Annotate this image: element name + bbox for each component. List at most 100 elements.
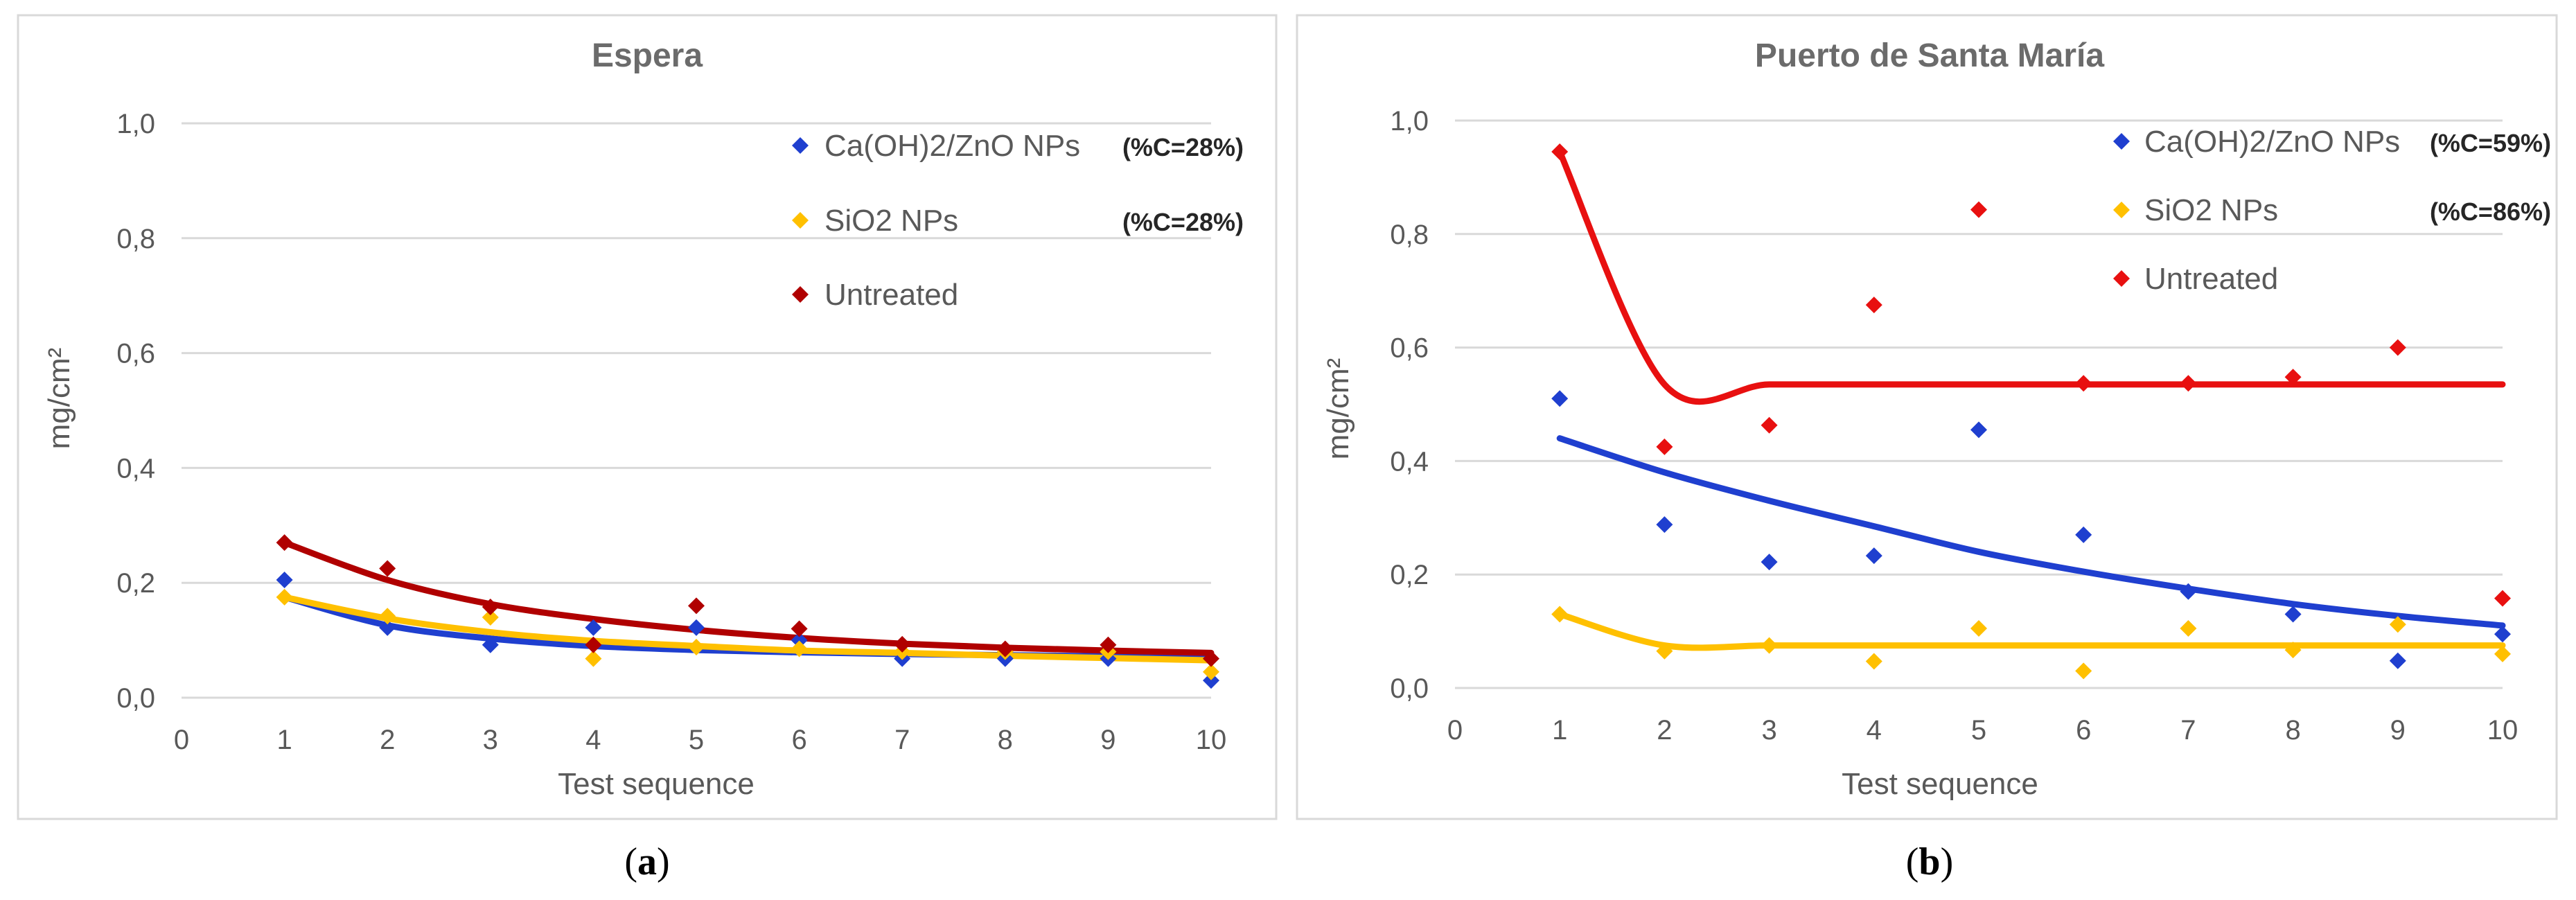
data-point <box>1551 606 1569 623</box>
x-tick-label: 6 <box>791 725 806 755</box>
data-point <box>585 636 602 653</box>
legend-marker <box>2113 202 2130 218</box>
data-point <box>1865 547 1882 565</box>
chart-b-panel-label: (b) <box>1906 840 1953 883</box>
data-point <box>2494 626 2511 643</box>
data-point <box>1551 143 1569 161</box>
data-point <box>2284 369 2302 386</box>
data-point <box>2389 652 2406 669</box>
x-tick-label: 2 <box>380 725 395 755</box>
chart-b-tick-labels: 0,0 0,2 0,4 0,6 0,8 1,0 0 1 2 3 4 5 6 7 8 9 10 <box>1390 106 2518 745</box>
x-tick-label: 1 <box>1552 715 1567 745</box>
data-point <box>1100 636 1117 653</box>
legend-marker <box>792 286 809 303</box>
legend-note: (%C=86%) <box>2430 197 2551 226</box>
data-point <box>379 619 396 636</box>
data-point <box>2180 620 2197 637</box>
x-tick-label: 7 <box>894 725 910 755</box>
data-point <box>2180 583 2197 600</box>
x-tick-label: 8 <box>998 725 1013 755</box>
data-point <box>2389 339 2406 356</box>
y-tick-label: 0,4 <box>1390 446 1429 477</box>
chart-a-tick-labels: 0,0 0,2 0,4 0,6 0,8 1,0 0 1 2 3 4 5 6 7 8 9 10 <box>116 109 1226 755</box>
data-point <box>585 619 602 636</box>
data-point <box>2284 642 2302 659</box>
data-point <box>1551 390 1569 407</box>
data-point <box>1656 642 1673 660</box>
data-point <box>688 619 705 636</box>
data-point <box>688 639 705 656</box>
y-tick-label: 0,0 <box>116 683 155 714</box>
y-tick-label: 0,6 <box>1390 333 1429 364</box>
y-tick-label: 0,2 <box>1390 560 1429 590</box>
chart-b-trendlines <box>1556 148 2506 651</box>
chart-a-title: Espera <box>592 37 703 74</box>
chart-b-title: Puerto de Santa María <box>1755 37 2104 74</box>
y-tick-label: 0,6 <box>116 339 155 369</box>
data-point <box>2389 616 2406 633</box>
chart-a-frame <box>17 14 1278 820</box>
chart-b-points <box>1551 143 2511 680</box>
legend-label: SiO2 NPs <box>2144 193 2278 227</box>
legend-label: SiO2 NPs <box>824 204 958 238</box>
chart-a-xlabel: Test sequence <box>558 767 755 801</box>
chart-b-frame <box>1296 14 2558 820</box>
trendline <box>1556 148 2506 405</box>
data-point <box>791 640 808 658</box>
y-tick-label: 1,0 <box>1390 106 1429 136</box>
data-point <box>585 650 602 667</box>
x-tick-label: 5 <box>1971 715 1986 745</box>
data-point <box>276 572 293 589</box>
data-point <box>482 599 499 616</box>
data-point <box>2284 606 2302 623</box>
data-point <box>379 608 396 625</box>
y-tick-label: 0,4 <box>116 453 155 484</box>
x-tick-label: 6 <box>2076 715 2091 745</box>
data-point <box>2075 662 2092 680</box>
data-point <box>894 635 911 653</box>
x-tick-label: 8 <box>2285 715 2300 745</box>
legend-marker <box>792 212 809 229</box>
x-tick-label: 10 <box>1196 725 1227 755</box>
x-tick-label: 4 <box>1867 715 1882 745</box>
legend-note: (%C=28%) <box>1122 133 1244 161</box>
legend-label: Ca(OH)2/ZnO NPs <box>2144 125 2400 159</box>
data-point <box>688 597 705 615</box>
chart-a-panel-label: (a) <box>624 840 669 883</box>
x-tick-label: 0 <box>1447 715 1463 745</box>
data-point <box>1970 201 1987 218</box>
chart-a-grid <box>182 122 1211 699</box>
data-point <box>1865 653 1882 670</box>
chart-a-ylabel: mg/cm² <box>42 348 76 450</box>
data-point <box>276 588 293 606</box>
data-point <box>791 620 808 637</box>
data-point <box>2494 590 2511 607</box>
chart-a-points <box>276 534 1219 689</box>
legend-marker <box>2113 270 2130 287</box>
x-tick-label: 9 <box>2390 715 2406 745</box>
legend-label: Untreated <box>2144 262 2278 296</box>
chart-b-ylabel: mg/cm² <box>1321 358 1355 460</box>
data-point <box>1203 672 1219 689</box>
data-point <box>2494 645 2511 662</box>
data-point <box>2180 375 2197 392</box>
data-point <box>1970 421 1987 439</box>
data-point <box>1203 663 1219 680</box>
trendline <box>1556 435 2506 629</box>
x-tick-label: 2 <box>1657 715 1672 745</box>
data-point <box>791 632 808 649</box>
data-point <box>1761 637 1778 654</box>
chart-b-legend: Ca(OH)2/ZnO NPs (%C=59%) SiO2 NPs (%C=86%) U… <box>2113 125 2551 296</box>
legend-note: (%C=28%) <box>1122 208 1244 236</box>
data-point <box>482 608 499 626</box>
legend-label: Ca(OH)2/ZnO NPs <box>824 129 1080 163</box>
x-tick-label: 10 <box>2487 715 2518 745</box>
trendline <box>1556 611 2506 651</box>
x-tick-label: 9 <box>1100 725 1115 755</box>
x-tick-label: 3 <box>1761 715 1776 745</box>
data-point <box>1761 554 1778 571</box>
data-point <box>379 560 396 577</box>
data-point <box>1656 438 1673 455</box>
data-point <box>482 636 499 653</box>
